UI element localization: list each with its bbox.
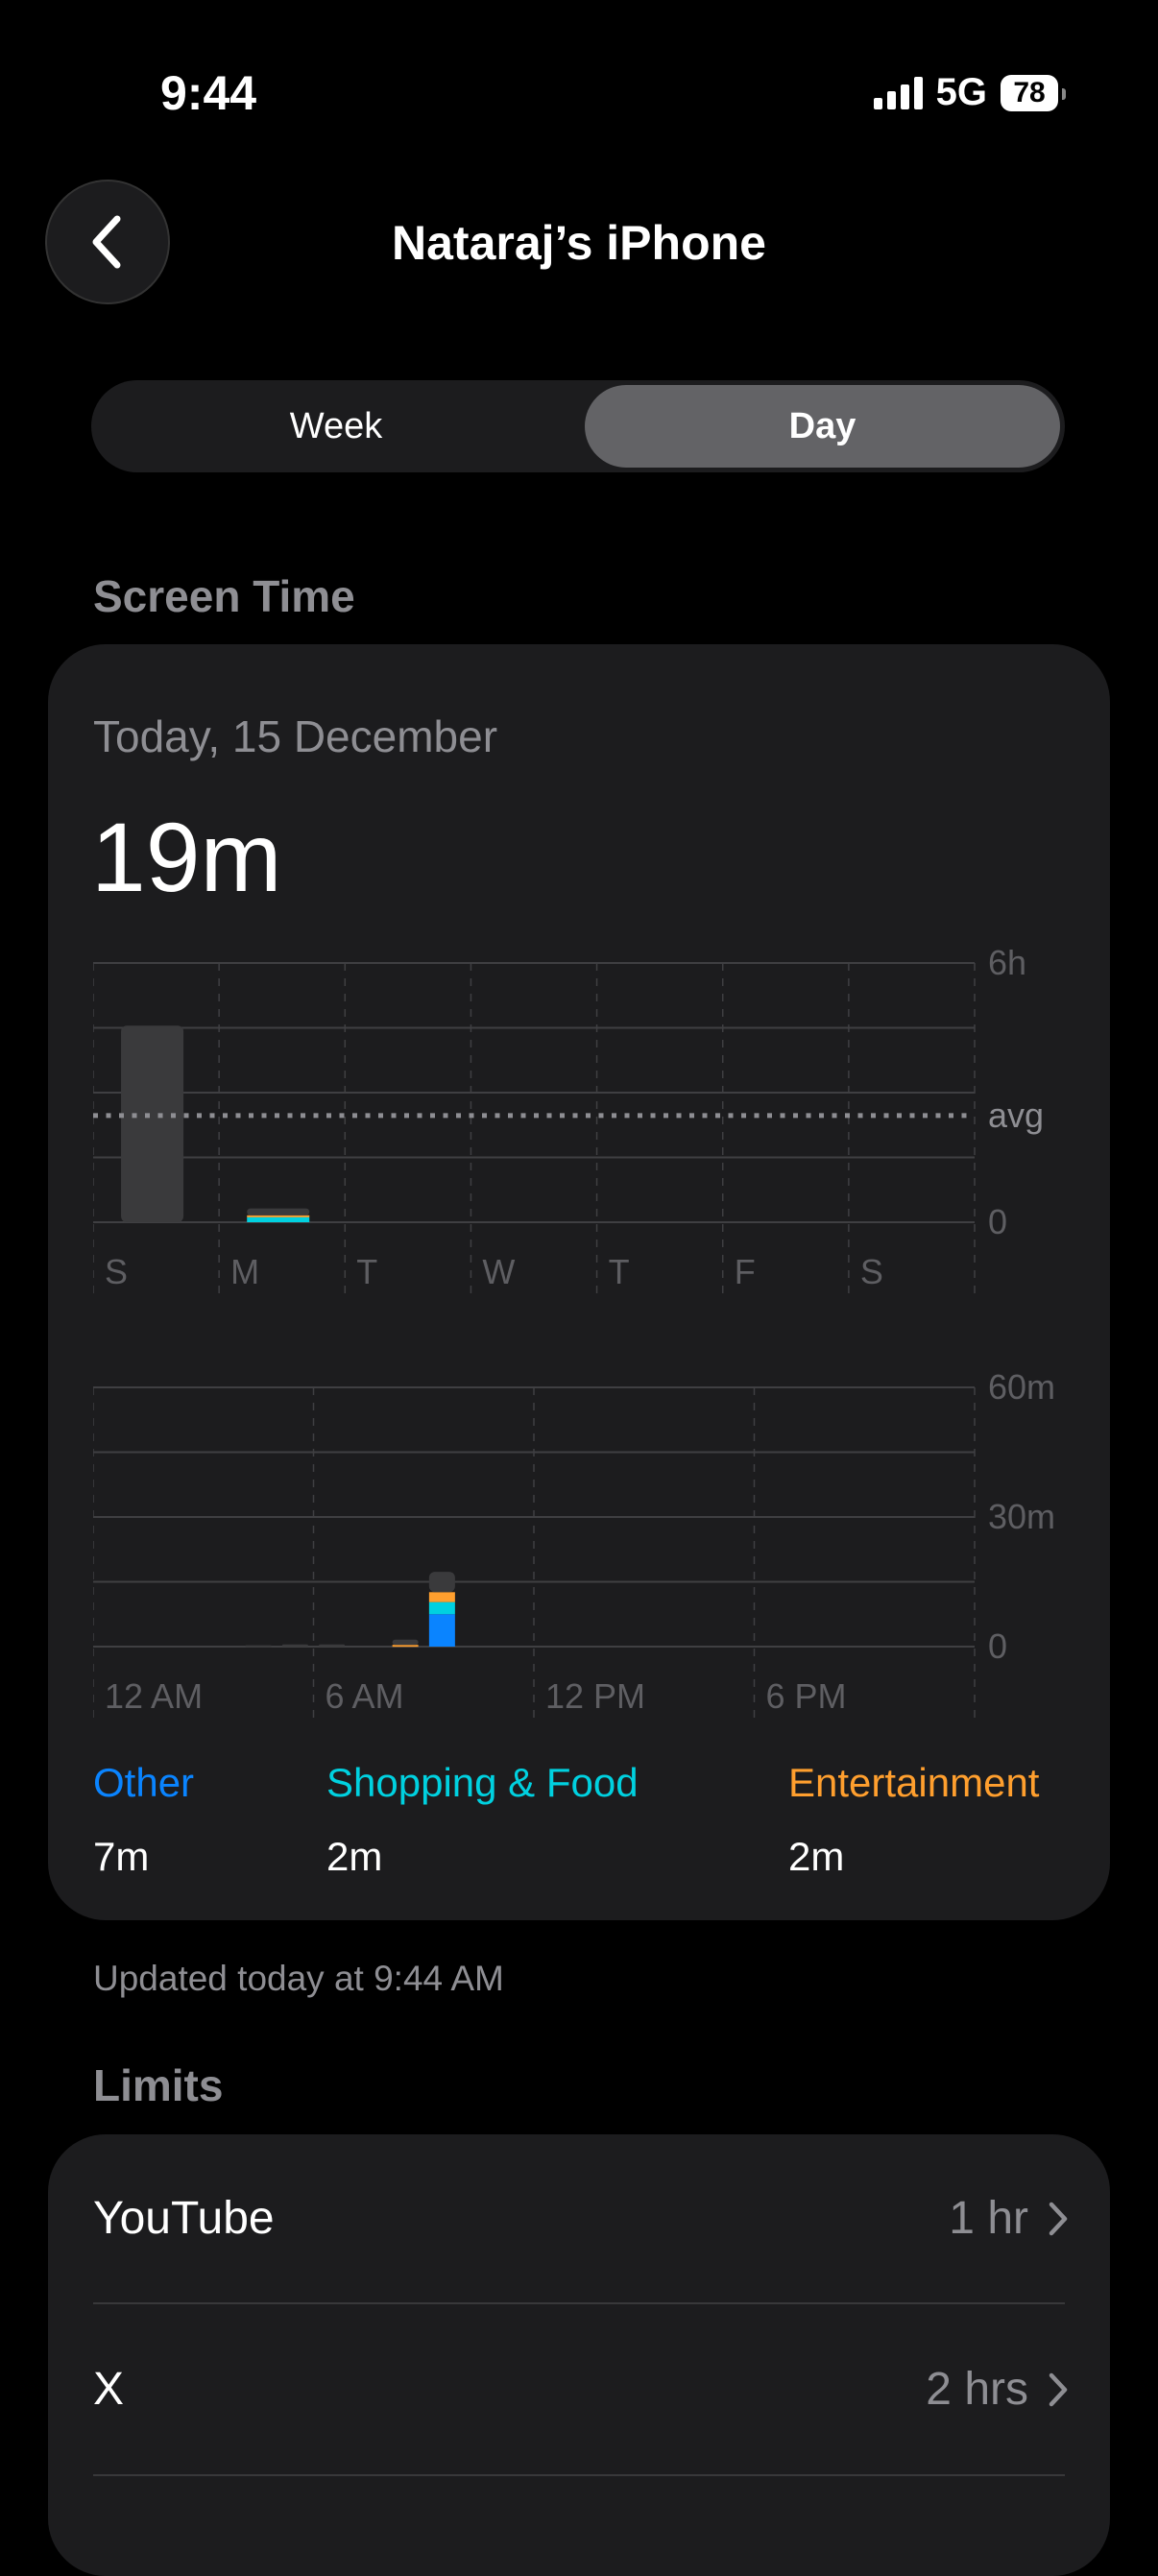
y-tick-label: 30m: [988, 1497, 1055, 1536]
bar-segment-uncategorized: [245, 1645, 272, 1648]
hour-label: 6 PM: [766, 1676, 847, 1716]
limit-value: 1 hr: [949, 2193, 1028, 2244]
screen-time-card[interactable]: [48, 644, 1110, 1920]
day-label: S: [860, 1252, 883, 1291]
legend-shopping-food-value: 2m: [326, 1834, 383, 1879]
divider: [93, 2302, 1065, 2304]
day-label: S: [105, 1252, 128, 1291]
average-label: avg: [988, 1095, 1044, 1135]
y-tick-label: 60m: [988, 1367, 1055, 1407]
limit-row-x[interactable]: X 2 hrs: [48, 2305, 1110, 2476]
chevron-right-icon: [1049, 2372, 1068, 2407]
page-title: Nataraj’s iPhone: [392, 216, 766, 270]
y-tick-label: 0: [988, 1202, 1007, 1241]
day-label: W: [482, 1252, 515, 1291]
legend-shopping-food-label: Shopping & Food: [326, 1760, 639, 1805]
chevron-left-icon: [92, 215, 121, 269]
y-tick-label: 6h: [988, 943, 1026, 982]
weekly-usage-chart[interactable]: S M T W T F S 6h avg 0: [93, 941, 1111, 1296]
legend-other-value: 7m: [93, 1834, 150, 1879]
bar-segment-uncategorized: [319, 1644, 346, 1647]
bar-segment-uncategorized: [247, 1208, 310, 1216]
screen-time-heading: Screen Time: [93, 571, 355, 621]
day-label: T: [609, 1252, 630, 1291]
hour-label: 6 AM: [326, 1676, 404, 1716]
limits-heading: Limits: [93, 2060, 224, 2110]
bar-segment-entertainment: [247, 1215, 310, 1217]
bar-segment-uncategorized: [428, 1572, 455, 1593]
bar-segment-entertainment: [392, 1645, 419, 1648]
segment-day[interactable]: Day: [585, 385, 1060, 468]
status-indicators: 5G 78: [873, 71, 1066, 114]
back-button[interactable]: [45, 180, 170, 304]
bar-segment-entertainment: [428, 1592, 455, 1602]
divider: [93, 2474, 1065, 2476]
legend-other-label: Other: [93, 1760, 195, 1805]
hour-label: 12 AM: [105, 1676, 203, 1716]
updated-timestamp: Updated today at 9:44 AM: [93, 1959, 504, 1998]
limits-card: [48, 2134, 1110, 2576]
limit-app-name: YouTube: [93, 2193, 275, 2244]
legend-entertainment-value: 2m: [788, 1834, 845, 1879]
bar-segment-other: [428, 1614, 455, 1647]
total-screen-time: 19m: [91, 803, 282, 912]
legend-entertainment-label: Entertainment: [788, 1760, 1040, 1805]
date-label: Today, 15 December: [93, 711, 498, 761]
chevron-right-icon: [1049, 2202, 1068, 2236]
bar-segment-shopping-food: [428, 1601, 455, 1615]
battery-icon: 78: [1001, 74, 1066, 111]
bar-segment-shopping-food: [247, 1216, 310, 1222]
bar-segment-uncategorized: [121, 1025, 184, 1222]
day-label: T: [356, 1252, 377, 1291]
network-type: 5G: [935, 71, 987, 113]
period-segmented-control: Week Day: [91, 380, 1065, 472]
bar-segment-uncategorized: [281, 1644, 308, 1647]
hour-label: 12 PM: [545, 1676, 645, 1716]
hourly-usage-chart[interactable]: 12 AM 6 AM 12 PM 6 PM 60m 30m 0: [93, 1365, 1111, 1721]
y-tick-label: 0: [988, 1626, 1007, 1666]
limit-value: 2 hrs: [926, 2364, 1028, 2415]
bar-segment-uncategorized: [392, 1639, 419, 1646]
limit-row-youtube[interactable]: YouTube 1 hr: [48, 2134, 1110, 2305]
limit-app-name: X: [93, 2364, 125, 2415]
cellular-signal-icon: [873, 76, 923, 109]
day-label: F: [735, 1252, 756, 1291]
segment-week[interactable]: Week: [289, 406, 383, 446]
status-time: 9:44: [160, 66, 257, 120]
day-label: M: [230, 1252, 259, 1291]
